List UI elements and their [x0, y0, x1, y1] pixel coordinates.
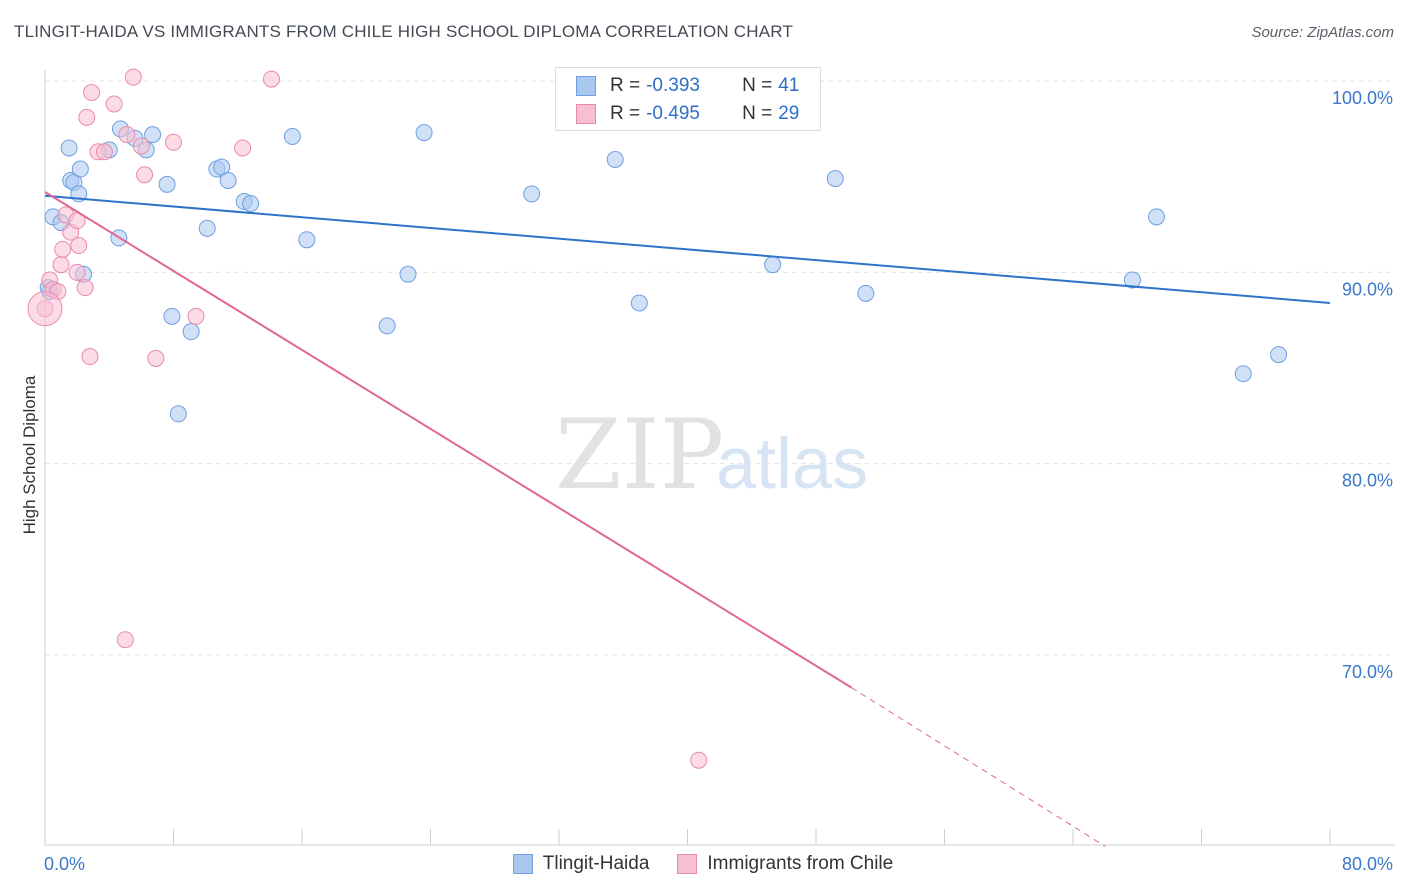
legend-r-value: -0.495: [646, 103, 700, 124]
tlingit-haida-point: [378, 317, 396, 335]
watermark-zip: ZIP: [555, 399, 724, 511]
y-tick-label: 70.0%: [1342, 662, 1393, 682]
axis-labels: 70.0% 80.0% 90.0% 100.0% 0.0% 80.0% High Schoo…: [20, 88, 1393, 874]
chile-point: [124, 68, 142, 86]
tlingit-haida-point: [71, 160, 89, 178]
source-credit: Source: ZipAtlas.com: [1251, 24, 1394, 41]
legend-n-label: N =: [742, 75, 773, 96]
legend-n-label: N =: [742, 103, 773, 124]
series-swatch-pink: [677, 854, 698, 874]
chile-point: [132, 137, 150, 155]
legend-swatch-blue: [576, 76, 596, 96]
series-legend-item-tlingit-haida[interactable]: Tlingit-Haida: [512, 853, 650, 875]
tlingit-haida-point: [826, 170, 844, 188]
grid-lines: [45, 80, 1395, 656]
legend-row-tlingit-haida: R = -0.393 N = 41: [576, 73, 799, 99]
chile-point: [136, 166, 154, 184]
tlingit-haida-point: [764, 256, 782, 274]
tlingit-haida-point: [1270, 346, 1288, 364]
watermark-atlas: atlas: [716, 424, 868, 504]
chile-point: [76, 279, 94, 297]
tlingit-haida-point: [1123, 271, 1141, 289]
chile-point: [83, 83, 101, 101]
y-axis-label: High School Diploma: [20, 375, 39, 534]
chile-point: [234, 139, 252, 157]
chile-point: [105, 95, 123, 113]
tlingit-haida-point: [283, 127, 301, 145]
series-swatch-blue: [512, 854, 533, 874]
tlingit-haida-point: [219, 171, 237, 189]
tlingit-haida-point: [163, 307, 181, 325]
tlingit-haida-point: [60, 139, 78, 157]
chile-point: [690, 751, 708, 769]
tlingit-haida-point: [1234, 365, 1252, 383]
chile-point-large: [27, 291, 63, 327]
tlingit-haida-point: [399, 265, 417, 283]
tlingit-haida-point: [169, 405, 187, 423]
chile-point: [52, 256, 70, 274]
chile-point: [116, 631, 134, 649]
series-legend: Tlingit-Haida Immigrants from Chile: [0, 853, 1406, 875]
chile-point: [187, 307, 205, 325]
trend-lines: [44, 191, 1331, 847]
y-tick-label: 90.0%: [1342, 279, 1393, 299]
chile-trend-line: [44, 191, 852, 689]
correlation-legend: R = -0.393 N = 41 R = -0.495 N = 29: [555, 67, 821, 131]
tlingit-haida-point: [415, 124, 433, 142]
tlingit-haida-point: [523, 185, 541, 203]
chile-point: [70, 237, 88, 255]
series-legend-item-chile[interactable]: Immigrants from Chile: [677, 853, 893, 875]
tlingit-haida-point: [630, 294, 648, 312]
tlingit-haida-point: [198, 219, 216, 237]
tlingit-haida-trend-line: [44, 194, 1331, 304]
tlingit-haida-point: [298, 231, 316, 249]
chart-title: TLINGIT-HAIDA VS IMMIGRANTS FROM CHILE H…: [14, 22, 794, 41]
tlingit-haida-point: [158, 175, 176, 193]
series-legend-label: Immigrants from Chile: [707, 853, 894, 874]
chile-trend-extrapolation: [851, 687, 1106, 847]
x-tick-label: 80.0%: [1342, 854, 1393, 874]
tlingit-haida-point: [606, 150, 624, 168]
chile-point: [147, 349, 165, 367]
chile-point: [262, 70, 280, 88]
legend-r-label: R =: [610, 103, 641, 124]
chile-point: [118, 126, 136, 144]
legend-n-value: 29: [778, 103, 800, 124]
legend-r-value: -0.393: [646, 75, 700, 96]
tlingit-haida-point: [182, 323, 200, 341]
chile-point: [81, 348, 99, 366]
legend-row-chile: R = -0.495 N = 29: [576, 101, 799, 127]
axes: [44, 70, 1395, 846]
tlingit-haida-point: [242, 194, 260, 212]
chile-point: [78, 108, 96, 126]
tlingit-haida-point: [857, 284, 875, 302]
chile-point: [54, 240, 72, 258]
y-tick-label: 80.0%: [1342, 471, 1393, 491]
y-tick-label: 100.0%: [1332, 88, 1393, 108]
chile-point: [165, 133, 182, 151]
chile-point: [95, 143, 113, 161]
series-legend-label: Tlingit-Haida: [542, 853, 650, 874]
data-points: [27, 68, 1288, 769]
x-tick-label: 0.0%: [44, 854, 85, 874]
chile-point: [68, 263, 86, 281]
tlingit-haida-point: [144, 126, 162, 144]
legend-swatch-pink: [576, 104, 596, 124]
legend-n-value: 41: [778, 75, 800, 96]
legend-r-label: R =: [610, 75, 641, 96]
tlingit-haida-point: [1148, 208, 1166, 226]
